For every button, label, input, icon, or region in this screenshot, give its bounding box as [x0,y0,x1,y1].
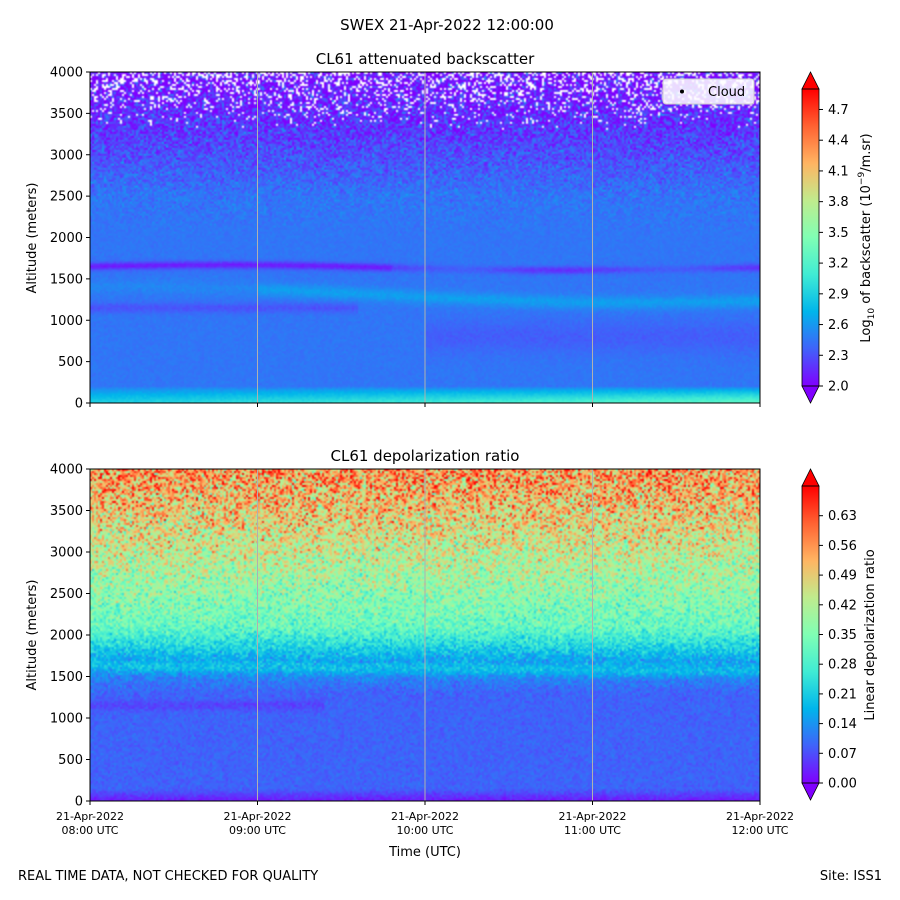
backscatter-panel: CL61 attenuated backscatter 0 500 1000 1500… [25,50,877,412]
depolarization-title: CL61 depolarization ratio [331,447,520,465]
backscatter-colorbar-tick-label: 4.7 [828,103,849,118]
depolarization-y-axis-label: Altitude (meters) [25,580,40,691]
backscatter-y-tick-label: 2000 [50,231,83,246]
depolarization-colorbar-extend-max [801,468,820,487]
backscatter-colorbar-gradient [802,89,819,386]
backscatter-y-axis-label: Altitude (meters) [25,183,40,294]
depolarization-y-tick-label: 4000 [50,463,83,478]
backscatter-x-axis [89,403,761,407]
depolarization-colorbar-tick-label: 0.07 [828,747,857,762]
depolarization-x-tick-label: 21-Apr-2022 [726,810,794,823]
depolarization-colorbar-label: Linear depolarization ratio [863,549,878,720]
backscatter-colorbar-tick-label: 2.3 [828,349,849,364]
depolarization-x-tick-label: 11:00 UTC [564,824,621,837]
depolarization-colorbar-tick-label: 0.28 [828,658,857,673]
cloud-legend[interactable]: Cloud [662,78,755,105]
backscatter-colorbar-tick-label: 3.2 [828,257,849,272]
backscatter-y-axis: 0 500 1000 1500 2000 2500 3000 3500 4000 [50,66,90,412]
depolarization-y-axis: 0 500 1000 1500 2000 2500 3000 3500 4000 [50,463,90,810]
backscatter-y-tick-label: 3000 [50,148,83,163]
depolarization-x-tick-label: 12:00 UTC [731,824,788,837]
depolarization-colorbar-tick-label: 0.00 [828,777,857,792]
quality-disclaimer: REAL TIME DATA, NOT CHECKED FOR QUALITY [18,869,319,884]
backscatter-y-tick-label: 0 [75,397,83,412]
backscatter-colorbar-tick-label: 3.8 [828,195,849,210]
depolarization-colorbar-tick-label: 0.21 [828,687,857,702]
depolarization-y-tick-label: 1000 [50,712,83,727]
cloud-legend-frame [662,78,755,105]
depolarization-y-tick-label: 2500 [50,587,83,602]
backscatter-colorbar-tick-label: 3.5 [828,226,849,241]
depolarization-x-tick-label: 21-Apr-2022 [558,810,626,823]
depolarization-colorbar-tick-label: 0.42 [828,598,857,613]
depolarization-colorbar-extend-min [801,782,820,801]
depolarization-colorbar-gradient [802,486,819,783]
time-axis-label: Time (UTC) [388,845,461,860]
backscatter-y-tick-label: 1000 [50,314,83,329]
depolarization-y-tick-label: 3000 [50,546,83,561]
depolarization-y-tick-label: 2000 [50,629,83,644]
backscatter-y-tick-label: 3500 [50,107,83,122]
backscatter-colorbar-label: Log10 of backscatter (10−9/m.sr) [857,133,877,342]
backscatter-colorbar-tick-label: 4.4 [828,134,849,149]
cloud-legend-label: Cloud [708,85,745,100]
backscatter-title: CL61 attenuated backscatter [316,50,535,68]
backscatter-y-tick-label: 2500 [50,190,83,205]
figure-suptitle: SWEX 21-Apr-2022 12:00:00 [340,16,554,34]
site-label: Site: ISS1 [819,869,882,884]
backscatter-time-gridlines [257,72,593,403]
depolarization-colorbar-tick-label: 0.63 [828,509,857,524]
depolarization-y-tick-label: 500 [58,753,83,768]
backscatter-colorbar-extend-max [801,71,820,90]
depolarization-colorbar-tick-label: 0.56 [828,539,857,554]
depolarization-x-tick-label: 21-Apr-2022 [223,810,291,823]
depolarization-colorbar-tick-label: 0.14 [828,717,857,732]
depolarization-y-tick-label: 1500 [50,670,83,685]
depolarization-colorbar-tick-label: 0.49 [828,569,857,584]
depolarization-y-tick-label: 0 [75,795,83,810]
depolarization-x-tick-label: 09:00 UTC [229,824,286,837]
depolarization-time-gridlines [257,469,593,801]
backscatter-colorbar-tick-label: 2.6 [828,318,849,333]
depolarization-panel: CL61 depolarization ratio 0 500 1000 1500 20… [25,447,878,860]
backscatter-colorbar-tick-label: 4.1 [828,164,849,179]
backscatter-colorbar-tick-label: 2.0 [828,380,849,395]
depolarization-x-tick-label: 21-Apr-2022 [391,810,459,823]
cloud-legend-marker [680,89,684,94]
depolarization-x-tick-label: 08:00 UTC [61,824,118,837]
depolarization-colorbar: 0.00 0.07 0.14 0.21 0.28 0.35 0.42 0.49 0.56 0.63 [801,468,857,801]
backscatter-colorbar: 2.0 2.3 2.6 2.9 3.2 3.5 3.8 4.1 4.4 4.7 [801,71,849,404]
backscatter-colorbar-frame [801,88,820,387]
backscatter-y-tick-label: 1500 [50,272,83,287]
backscatter-colorbar-tick-label: 2.9 [828,287,849,302]
backscatter-colorbar-extend-min [801,385,820,404]
backscatter-y-tick-label: 4000 [50,66,83,81]
depolarization-x-tick-label: 21-Apr-2022 [56,810,124,823]
depolarization-colorbar-tick-label: 0.35 [828,628,857,643]
depolarization-y-tick-label: 3500 [50,504,83,519]
backscatter-y-tick-label: 500 [58,355,83,370]
depolarization-x-tick-label: 10:00 UTC [396,824,453,837]
